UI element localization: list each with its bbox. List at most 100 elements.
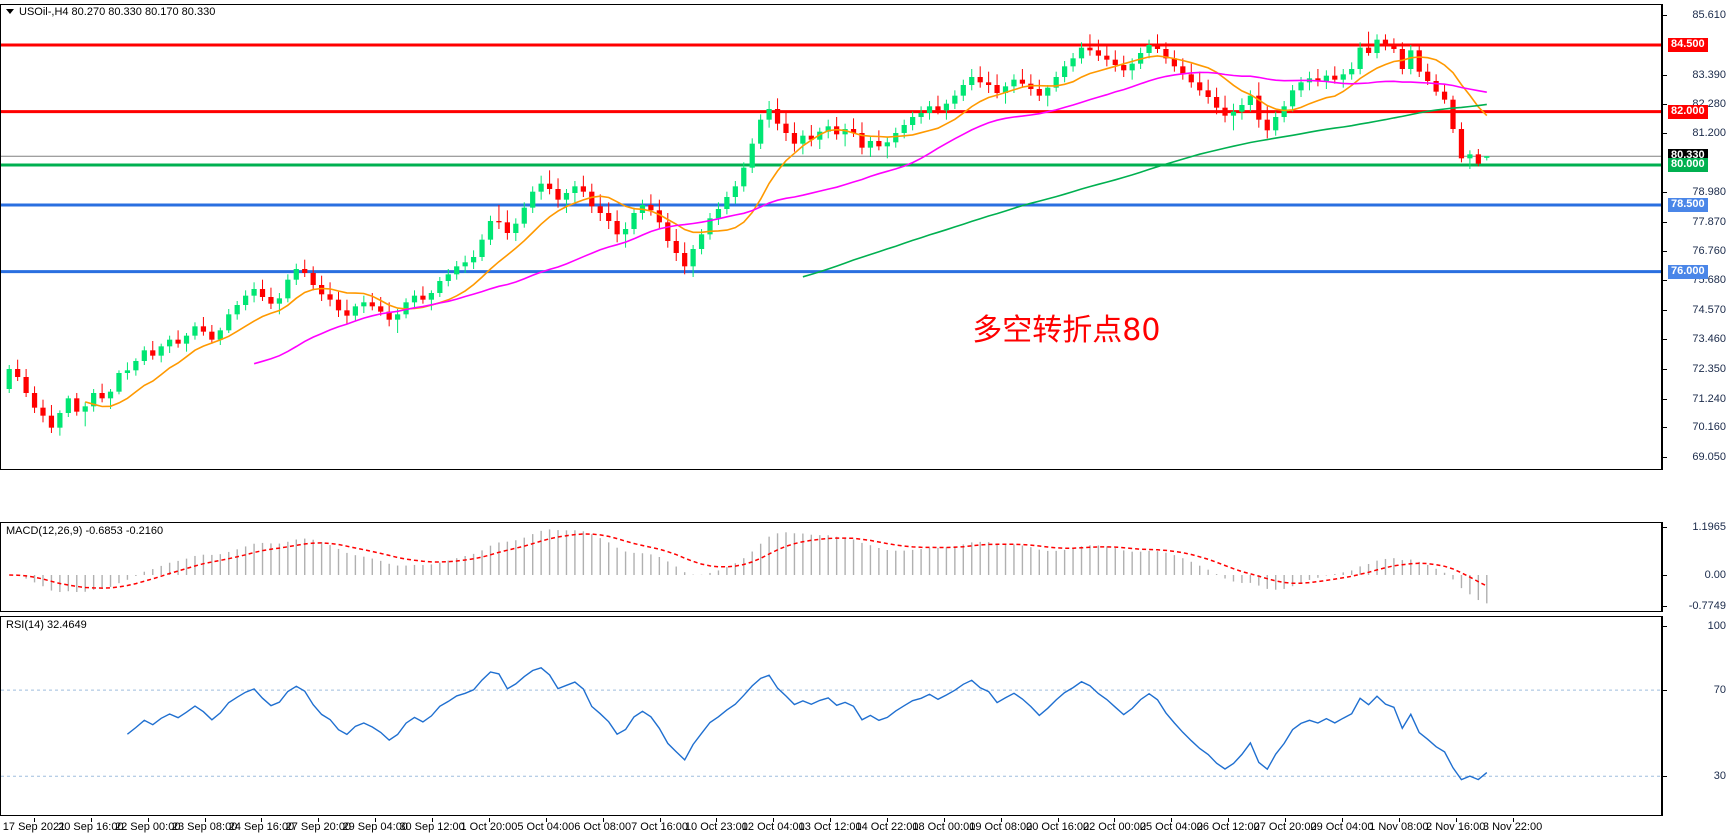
time-tick-mark: [1341, 818, 1343, 822]
price-level-tag-76-000[interactable]: 76.000: [1668, 264, 1708, 279]
time-tick-label: 14 Oct 22:00: [855, 821, 919, 833]
time-tick-label: 2 Nov 16:00: [1426, 821, 1486, 833]
axis-tick-label: 69.050: [1692, 451, 1726, 463]
axis-tick-label: -0.7749: [1688, 599, 1726, 612]
time-tick-label: 7 Oct 16:00: [631, 821, 688, 833]
symbol-ohlc-label: USOil-,H4 80.270 80.330 80.170 80.330: [19, 6, 216, 18]
axis-tick-mark: [1662, 251, 1667, 253]
axis-tick-mark: [1662, 369, 1667, 370]
time-tick-mark: [147, 818, 149, 822]
rsi-label: RSI(14) 32.4649: [6, 619, 87, 631]
time-tick-mark: [488, 818, 490, 822]
time-tick-mark: [830, 818, 832, 822]
axis-tick-mark: [1662, 527, 1667, 529]
time-tick-mark: [34, 818, 35, 822]
rsi-plot[interactable]: [1, 617, 1661, 815]
time-tick-label: 22 Sep 00:00: [115, 821, 181, 833]
time-tick-mark: [545, 818, 547, 822]
price-level-tag-84-500[interactable]: 84.500: [1668, 38, 1708, 52]
time-tick-label: 29 Sep 04:00: [342, 821, 408, 833]
time-tick-label: 12 Oct 04:00: [741, 821, 805, 833]
time-tick-label: 10 Oct 23:00: [684, 821, 748, 833]
time-tick-label: 1 Nov 08:00: [1369, 821, 1429, 833]
axis-tick-mark: [1662, 690, 1667, 692]
time-tick-mark: [375, 818, 377, 822]
axis-tick-label: 74.570: [1692, 303, 1726, 316]
axis-tick-mark: [1662, 192, 1667, 194]
axis-tick-mark: [1662, 104, 1667, 106]
time-tick-mark: [1455, 818, 1457, 822]
macd-plot[interactable]: [1, 523, 1661, 611]
axis-tick-label: 30: [1713, 770, 1726, 783]
time-tick-label: 17 Sep 2021: [2, 821, 66, 833]
macd-label: MACD(12,26,9) -0.6853 -0.2160: [6, 525, 164, 537]
axis-tick-label: 78.980: [1692, 186, 1726, 199]
chart-annotation-text: 多空转折点80: [972, 313, 1161, 349]
axis-tick-label: 0.00: [1704, 569, 1726, 581]
price-level-tag-82-000[interactable]: 82.000: [1668, 104, 1708, 119]
time-tick-label: 26 Oct 12:00: [1196, 821, 1260, 833]
time-tick-label: 27 Oct 20:00: [1253, 821, 1317, 833]
axis-tick-mark: [1662, 457, 1667, 458]
time-tick-label: 20 Sep 16:00: [58, 821, 124, 833]
axis-tick-mark: [1662, 309, 1667, 311]
time-tick-label: 29 Oct 04:00: [1310, 821, 1374, 833]
axis-tick-mark: [1662, 280, 1667, 282]
time-tick-mark: [318, 818, 320, 822]
time-tick-label: 3 Nov 22:00: [1482, 821, 1543, 833]
time-tick-label: 5 Oct 04:00: [517, 821, 575, 833]
time-tick-label: 18 Oct 00:00: [912, 821, 976, 833]
axis-tick-mark: [1662, 221, 1667, 223]
macd-panel: [0, 522, 1662, 612]
time-tick-label: 30 Sep 12:00: [399, 821, 465, 833]
time-tick-label: 23 Sep 08:00: [171, 821, 238, 833]
time-tick-mark: [1000, 818, 1002, 822]
time-tick-mark: [716, 818, 718, 822]
time-tick-label: 19 Oct 08:00: [969, 821, 1033, 833]
rsi-panel: [0, 616, 1662, 816]
time-tick-label: 13 Oct 12:00: [798, 821, 862, 833]
collapse-caret-icon[interactable]: [6, 8, 14, 14]
axis-tick-mark: [1662, 575, 1667, 576]
rsi-axis[interactable]: 100 70 30: [1662, 616, 1730, 816]
axis-vertical-rule: [1662, 616, 1663, 816]
price-axis[interactable]: 85.610 83.390 82.280 81.200 78.980 77.870 76.7…: [1662, 4, 1730, 470]
axis-vertical-rule: [1662, 4, 1663, 470]
time-tick-mark: [1398, 818, 1400, 822]
axis-tick-mark: [1662, 625, 1667, 627]
time-axis[interactable]: 17 Sep 2021 20 Sep 16:00 22 Sep 00:00 23 Se…: [0, 818, 1730, 837]
price-plot[interactable]: [1, 5, 1661, 469]
time-tick-mark: [261, 818, 263, 822]
time-tick-mark: [90, 818, 92, 822]
axis-tick-label: 100: [1707, 619, 1726, 632]
axis-tick-mark: [1662, 74, 1667, 76]
time-tick-label: 20 Oct 16:00: [1026, 821, 1090, 833]
time-tick-mark: [602, 818, 604, 822]
macd-axis[interactable]: 1.1965 0.00 -0.7749: [1662, 521, 1730, 612]
axis-tick-label: 70: [1713, 684, 1726, 697]
time-tick-mark: [1114, 818, 1116, 822]
axis-tick-mark: [1662, 133, 1667, 134]
axis-tick-mark: [1662, 776, 1667, 778]
axis-tick-label: 83.390: [1692, 68, 1726, 81]
time-tick-mark: [204, 818, 206, 822]
time-tick-label: 1 Oct 20:00: [460, 821, 518, 833]
time-tick-mark: [1228, 818, 1230, 822]
time-tick-mark: [1057, 818, 1059, 822]
price-level-tag-78-500[interactable]: 78.500: [1668, 198, 1708, 212]
axis-tick-label: 70.160: [1692, 421, 1726, 434]
time-tick-mark: [1285, 818, 1287, 822]
time-tick-label: 24 Sep 16:00: [228, 821, 295, 833]
axis-tick-label: 85.610: [1692, 9, 1726, 22]
time-tick-label: 22 Oct 00:00: [1082, 821, 1146, 833]
axis-vertical-rule: [1662, 522, 1663, 612]
time-tick-mark: [1512, 818, 1514, 822]
axis-tick-label: 73.460: [1692, 333, 1726, 346]
time-tick-mark: [659, 818, 661, 822]
time-tick-label: 25 Oct 04:00: [1139, 821, 1203, 833]
time-tick-label: 27 Sep 20:00: [285, 821, 352, 833]
price-level-tag-80-000[interactable]: 80.000: [1668, 158, 1708, 172]
axis-tick-mark: [1662, 427, 1667, 429]
time-tick-label: 6 Oct 08:00: [574, 821, 632, 833]
